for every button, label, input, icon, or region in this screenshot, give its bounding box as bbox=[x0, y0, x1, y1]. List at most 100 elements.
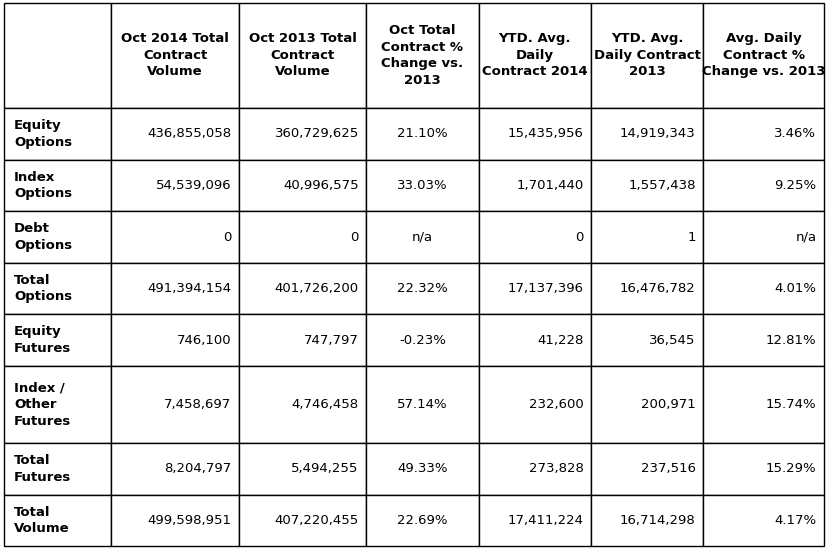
Text: 21.10%: 21.10% bbox=[397, 127, 447, 141]
Text: 8,204,797: 8,204,797 bbox=[164, 462, 231, 475]
Text: 232,600: 232,600 bbox=[528, 398, 583, 411]
Bar bbox=[4, 3, 112, 108]
Bar bbox=[238, 211, 366, 263]
Text: 237,516: 237,516 bbox=[640, 462, 695, 475]
Bar bbox=[590, 160, 702, 211]
Text: 1,701,440: 1,701,440 bbox=[515, 179, 583, 192]
Bar bbox=[702, 160, 823, 211]
Bar bbox=[112, 366, 238, 443]
Text: 12.81%: 12.81% bbox=[765, 334, 815, 346]
Bar bbox=[590, 443, 702, 495]
Bar bbox=[238, 160, 366, 211]
Text: Index /
Other
Futures: Index / Other Futures bbox=[14, 382, 71, 428]
Bar bbox=[112, 315, 238, 366]
Text: 499,598,951: 499,598,951 bbox=[147, 514, 231, 527]
Bar bbox=[366, 211, 478, 263]
Bar bbox=[366, 3, 478, 108]
Bar bbox=[702, 3, 823, 108]
Text: YTD. Avg.
Daily
Contract 2014: YTD. Avg. Daily Contract 2014 bbox=[481, 32, 587, 79]
Bar bbox=[238, 495, 366, 546]
Text: 747,797: 747,797 bbox=[304, 334, 358, 346]
Bar bbox=[478, 3, 590, 108]
Text: -0.23%: -0.23% bbox=[399, 334, 445, 346]
Bar bbox=[4, 108, 112, 160]
Bar bbox=[366, 443, 478, 495]
Text: 17,411,224: 17,411,224 bbox=[507, 514, 583, 527]
Text: 401,726,200: 401,726,200 bbox=[275, 282, 358, 295]
Text: 17,137,396: 17,137,396 bbox=[507, 282, 583, 295]
Text: Oct Total
Contract %
Change vs.
2013: Oct Total Contract % Change vs. 2013 bbox=[381, 24, 463, 87]
Text: 4,746,458: 4,746,458 bbox=[291, 398, 358, 411]
Text: 15.29%: 15.29% bbox=[765, 462, 815, 475]
Text: Total
Futures: Total Futures bbox=[14, 454, 71, 484]
Text: 49.33%: 49.33% bbox=[397, 462, 447, 475]
Text: 40,996,575: 40,996,575 bbox=[283, 179, 358, 192]
Text: 436,855,058: 436,855,058 bbox=[147, 127, 231, 141]
Bar bbox=[590, 315, 702, 366]
Bar bbox=[590, 211, 702, 263]
Text: 273,828: 273,828 bbox=[528, 462, 583, 475]
Bar bbox=[366, 315, 478, 366]
Text: 7,458,697: 7,458,697 bbox=[164, 398, 231, 411]
Text: Oct 2013 Total
Contract
Volume: Oct 2013 Total Contract Volume bbox=[248, 32, 356, 79]
Bar bbox=[478, 160, 590, 211]
Bar bbox=[112, 211, 238, 263]
Bar bbox=[590, 263, 702, 315]
Bar bbox=[478, 315, 590, 366]
Bar bbox=[590, 108, 702, 160]
Text: 1: 1 bbox=[686, 231, 695, 244]
Bar bbox=[590, 366, 702, 443]
Text: 33.03%: 33.03% bbox=[397, 179, 447, 192]
Text: Total
Options: Total Options bbox=[14, 274, 72, 303]
Bar bbox=[4, 366, 112, 443]
Text: 0: 0 bbox=[574, 231, 583, 244]
Bar bbox=[478, 366, 590, 443]
Text: Avg. Daily
Contract %
Change vs. 2013: Avg. Daily Contract % Change vs. 2013 bbox=[701, 32, 825, 79]
Bar bbox=[112, 108, 238, 160]
Bar bbox=[590, 3, 702, 108]
Bar bbox=[478, 495, 590, 546]
Text: 22.32%: 22.32% bbox=[396, 282, 447, 295]
Text: 491,394,154: 491,394,154 bbox=[147, 282, 231, 295]
Text: 4.01%: 4.01% bbox=[773, 282, 815, 295]
Bar bbox=[238, 366, 366, 443]
Text: Equity
Options: Equity Options bbox=[14, 119, 72, 149]
Text: 36,545: 36,545 bbox=[648, 334, 695, 346]
Text: 1,557,438: 1,557,438 bbox=[628, 179, 695, 192]
Bar bbox=[702, 443, 823, 495]
Bar bbox=[366, 160, 478, 211]
Bar bbox=[478, 443, 590, 495]
Text: 3.46%: 3.46% bbox=[773, 127, 815, 141]
Text: YTD. Avg.
Daily Contract
2013: YTD. Avg. Daily Contract 2013 bbox=[593, 32, 700, 79]
Text: Index
Options: Index Options bbox=[14, 171, 72, 200]
Bar bbox=[112, 160, 238, 211]
Text: 5,494,255: 5,494,255 bbox=[291, 462, 358, 475]
Bar bbox=[478, 108, 590, 160]
Bar bbox=[4, 160, 112, 211]
Bar bbox=[702, 366, 823, 443]
Text: 16,714,298: 16,714,298 bbox=[619, 514, 695, 527]
Bar bbox=[702, 211, 823, 263]
Bar bbox=[702, 315, 823, 366]
Text: Equity
Futures: Equity Futures bbox=[14, 326, 71, 355]
Bar bbox=[366, 263, 478, 315]
Bar bbox=[4, 315, 112, 366]
Text: 57.14%: 57.14% bbox=[397, 398, 447, 411]
Bar bbox=[238, 315, 366, 366]
Bar bbox=[4, 263, 112, 315]
Text: 746,100: 746,100 bbox=[176, 334, 231, 346]
Bar bbox=[112, 495, 238, 546]
Text: 14,919,343: 14,919,343 bbox=[619, 127, 695, 141]
Bar bbox=[702, 263, 823, 315]
Bar bbox=[478, 211, 590, 263]
Text: 16,476,782: 16,476,782 bbox=[619, 282, 695, 295]
Bar bbox=[702, 108, 823, 160]
Text: 41,228: 41,228 bbox=[537, 334, 583, 346]
Bar bbox=[112, 263, 238, 315]
Bar bbox=[590, 495, 702, 546]
Bar bbox=[4, 495, 112, 546]
Text: 22.69%: 22.69% bbox=[397, 514, 447, 527]
Text: 0: 0 bbox=[350, 231, 358, 244]
Bar bbox=[238, 443, 366, 495]
Text: Total
Volume: Total Volume bbox=[14, 506, 69, 535]
